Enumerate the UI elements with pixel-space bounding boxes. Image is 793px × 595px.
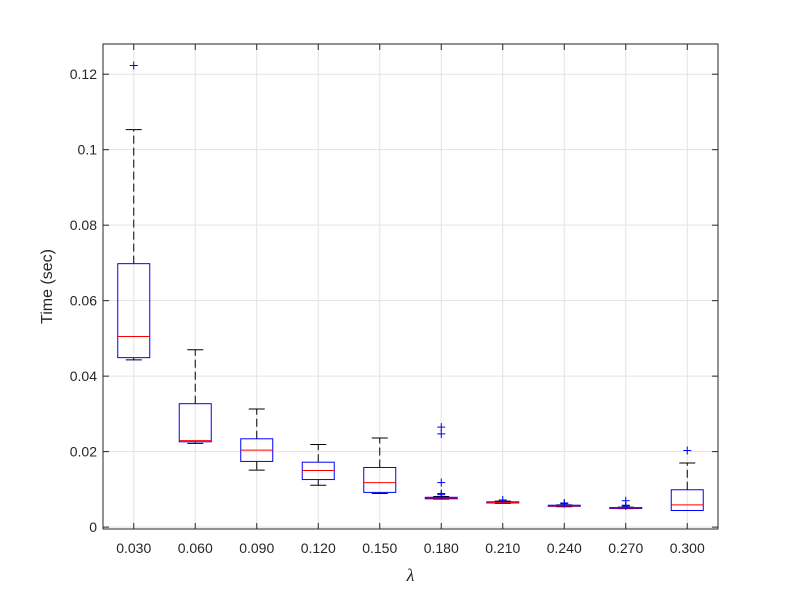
- outlier-marker: [683, 446, 692, 455]
- outlier-marker: [437, 429, 446, 438]
- x-tick-label: 0.060: [178, 540, 213, 556]
- x-tick-label: 0.270: [608, 540, 643, 556]
- box-group: [301, 443, 335, 486]
- outlier-marker: [129, 61, 138, 70]
- box-group: [117, 61, 151, 361]
- x-tick-label: 0.240: [547, 540, 582, 556]
- outlier-marker: [560, 498, 569, 507]
- box-iqr: [363, 466, 397, 493]
- outlier-marker: [621, 496, 630, 505]
- x-tick-label: 0.090: [239, 540, 274, 556]
- y-tick-label: 0.04: [70, 368, 97, 384]
- box-group: [363, 437, 397, 495]
- box-group: [178, 349, 212, 444]
- outlier-marker: [437, 478, 446, 487]
- grid-lines: [103, 44, 718, 529]
- y-axis-label: Time (sec): [39, 249, 56, 324]
- y-tick-label: 0.08: [70, 217, 97, 233]
- x-axis-label: λ: [406, 565, 415, 585]
- x-tick-label: 0.150: [362, 540, 397, 556]
- box-group: [670, 446, 704, 512]
- axis-ticks: 0 0.02 0.04 0.06 0.08 0.1 0.12 0.030 0.060 0.090 0…: [70, 44, 718, 556]
- box-group: [547, 498, 581, 508]
- y-tick-label: 0.06: [70, 293, 97, 309]
- y-tick-label: 0: [89, 519, 97, 535]
- x-tick-label: 0.210: [485, 540, 520, 556]
- y-tick-label: 0.12: [70, 66, 97, 82]
- box-iqr: [178, 403, 212, 443]
- outlier-marker: [437, 489, 446, 498]
- box-iqr: [670, 489, 704, 512]
- y-tick-label: 0.1: [78, 142, 98, 158]
- y-tick-label: 0.02: [70, 444, 97, 460]
- box-group: [486, 495, 520, 504]
- outlier-marker: [498, 495, 507, 504]
- x-tick-label: 0.300: [670, 540, 705, 556]
- plot-area: [117, 61, 704, 512]
- box-iqr: [117, 263, 151, 359]
- box-group: [424, 423, 458, 500]
- box-group: [609, 496, 643, 510]
- axes-frame: [102, 43, 719, 530]
- box-group: [240, 408, 274, 471]
- x-tick-label: 0.030: [116, 540, 151, 556]
- x-tick-label: 0.180: [424, 540, 459, 556]
- x-tick-label: 0.120: [301, 540, 336, 556]
- outlier-marker: [437, 423, 446, 432]
